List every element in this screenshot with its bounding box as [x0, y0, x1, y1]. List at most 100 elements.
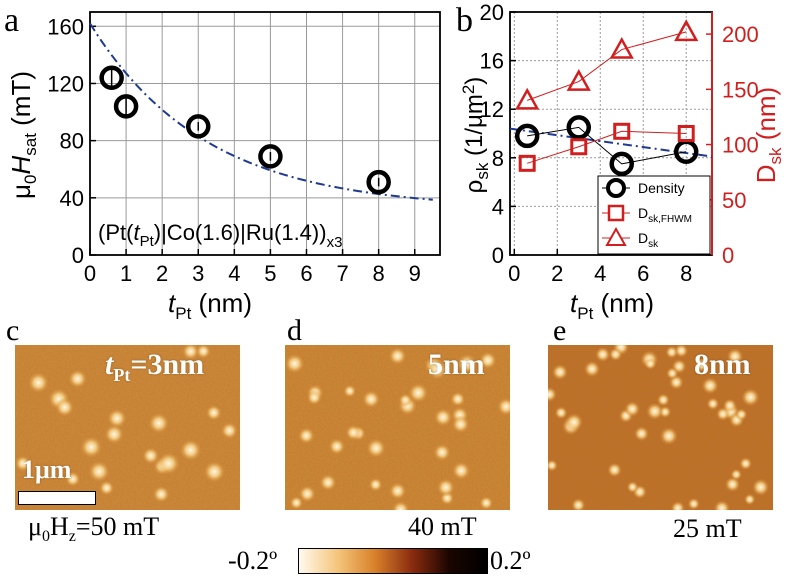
legend-label: Density	[638, 180, 685, 196]
plot-frame-b	[509, 11, 713, 256]
x-tick-label: 9	[409, 261, 421, 286]
y-tick-label-left: 16	[480, 49, 504, 74]
x-tick-label: 0	[508, 261, 520, 286]
dsk-point	[674, 19, 699, 42]
skyrmion-dot	[741, 388, 760, 407]
skyrmion-dot	[27, 372, 50, 394]
dsk-fhwm-point	[570, 138, 588, 156]
x-tick-label: 1	[120, 261, 132, 286]
skyrmion-dot	[624, 401, 641, 417]
skyrmion-dot	[436, 478, 455, 497]
skyrmion-dot	[479, 496, 494, 510]
series-line	[527, 126, 687, 165]
skyrmion-dot	[306, 390, 322, 406]
thickness-label-e: 8nm	[694, 348, 751, 381]
skyrmion-dot	[451, 415, 470, 434]
skyrmion-dot	[551, 364, 568, 381]
skyrmion-dot	[366, 438, 386, 458]
y-axis-label-a: μ0Hsat (mT)	[6, 71, 40, 199]
skyrmion-dot	[626, 481, 639, 493]
skyrmion-dot	[157, 452, 180, 475]
x-axis-label-b: tPt (nm)	[570, 288, 654, 320]
skyrmion-dot	[565, 413, 584, 431]
skyrmion-dot	[182, 345, 200, 361]
skyrmion-dot	[391, 500, 410, 510]
colorbar	[298, 548, 488, 574]
skyrmion-dot	[368, 477, 383, 492]
skyrmion-dot	[195, 345, 211, 359]
stack-annotation: (Pt(tPt)|Co(1.6)|Ru(1.4))x3	[98, 220, 342, 251]
skyrmion-dot	[752, 478, 770, 496]
y-tick-label: 80	[60, 129, 84, 154]
y-tick-label-right: 150	[722, 77, 759, 102]
x-axis-label-a: tPt (nm)	[168, 288, 252, 320]
skyrmion-dot	[408, 382, 429, 403]
skyrmion-dot	[674, 345, 689, 358]
skyrmion-dot	[203, 460, 226, 483]
skyrmion-dot	[68, 369, 88, 389]
density-point	[566, 115, 592, 140]
data-point	[113, 94, 139, 119]
skyrmion-dot	[398, 393, 413, 407]
dsk-fhwm-point	[677, 125, 695, 142]
skyrmion-dot	[88, 460, 110, 483]
legend-label: Dsk	[638, 230, 659, 250]
y-tick-label-left: 0	[492, 243, 504, 268]
skyrmion-dot	[99, 480, 115, 496]
skyrmion-dot	[713, 500, 731, 510]
mfm-image-d	[285, 345, 510, 510]
legend-marker-square	[607, 204, 625, 222]
skyrmion-dot	[571, 498, 586, 510]
skyrmion-dot	[362, 390, 381, 409]
skyrmion-dot	[659, 426, 678, 446]
skyrmion-dot	[694, 357, 709, 372]
skyrmion-dot	[634, 426, 650, 442]
density-point	[514, 123, 540, 149]
dsk-point	[609, 36, 634, 59]
skyrmion-dot	[345, 424, 362, 441]
dsk-fhwm-point	[613, 122, 631, 140]
panel-label-b: b	[456, 2, 473, 39]
skyrmion-dot	[343, 384, 357, 398]
dsk-fhwm-point	[518, 154, 536, 172]
field-caption-d: 40 mT	[408, 512, 477, 541]
y-tick-label: 0	[72, 243, 84, 268]
series-line	[527, 31, 687, 101]
panel-label-e: e	[553, 314, 567, 347]
x-tick-label: 8	[680, 261, 692, 286]
skyrmion-dot	[152, 485, 170, 503]
legend-marker-triangle	[605, 226, 627, 246]
skyrmion-dot	[426, 359, 448, 380]
skyrmion-dot	[687, 497, 700, 510]
y-tick-label: 40	[60, 186, 84, 211]
thickness-label-c: tPt=3nm	[105, 348, 205, 385]
x-tick-label: 3	[192, 261, 204, 286]
y-tick-label-right: 100	[722, 133, 759, 158]
y-tick-label-right: 0	[722, 243, 734, 268]
skyrmion-dot	[735, 408, 748, 421]
y-tick-label-right: 50	[722, 188, 746, 213]
panel-label-c: c	[6, 314, 20, 347]
y-tick-label: 160	[47, 14, 84, 39]
skyrmion-dot	[656, 393, 670, 407]
skyrmion-dot	[388, 347, 407, 365]
skyrmion-dot	[706, 397, 720, 411]
skyrmion-dot	[726, 348, 744, 365]
skyrmion-dot	[548, 386, 557, 402]
x-tick-label: 4	[594, 261, 606, 286]
skyrmion-dot	[289, 496, 304, 510]
x-tick-label: 2	[156, 261, 168, 286]
y-tick-label-right: 200	[722, 22, 759, 47]
mfm-image-e	[548, 345, 773, 510]
skyrmion-dot	[65, 471, 81, 487]
skyrmion-dot	[452, 461, 471, 480]
skyrmion-dot	[670, 501, 685, 510]
density-point	[609, 151, 634, 177]
skyrmion-dot	[55, 397, 75, 417]
skyrmion-dot	[608, 347, 623, 361]
legend-label: Dsk,FHWM	[638, 205, 692, 225]
x-tick-label: 8	[373, 261, 385, 286]
legend-box	[597, 175, 711, 255]
dsk-point	[515, 87, 540, 110]
